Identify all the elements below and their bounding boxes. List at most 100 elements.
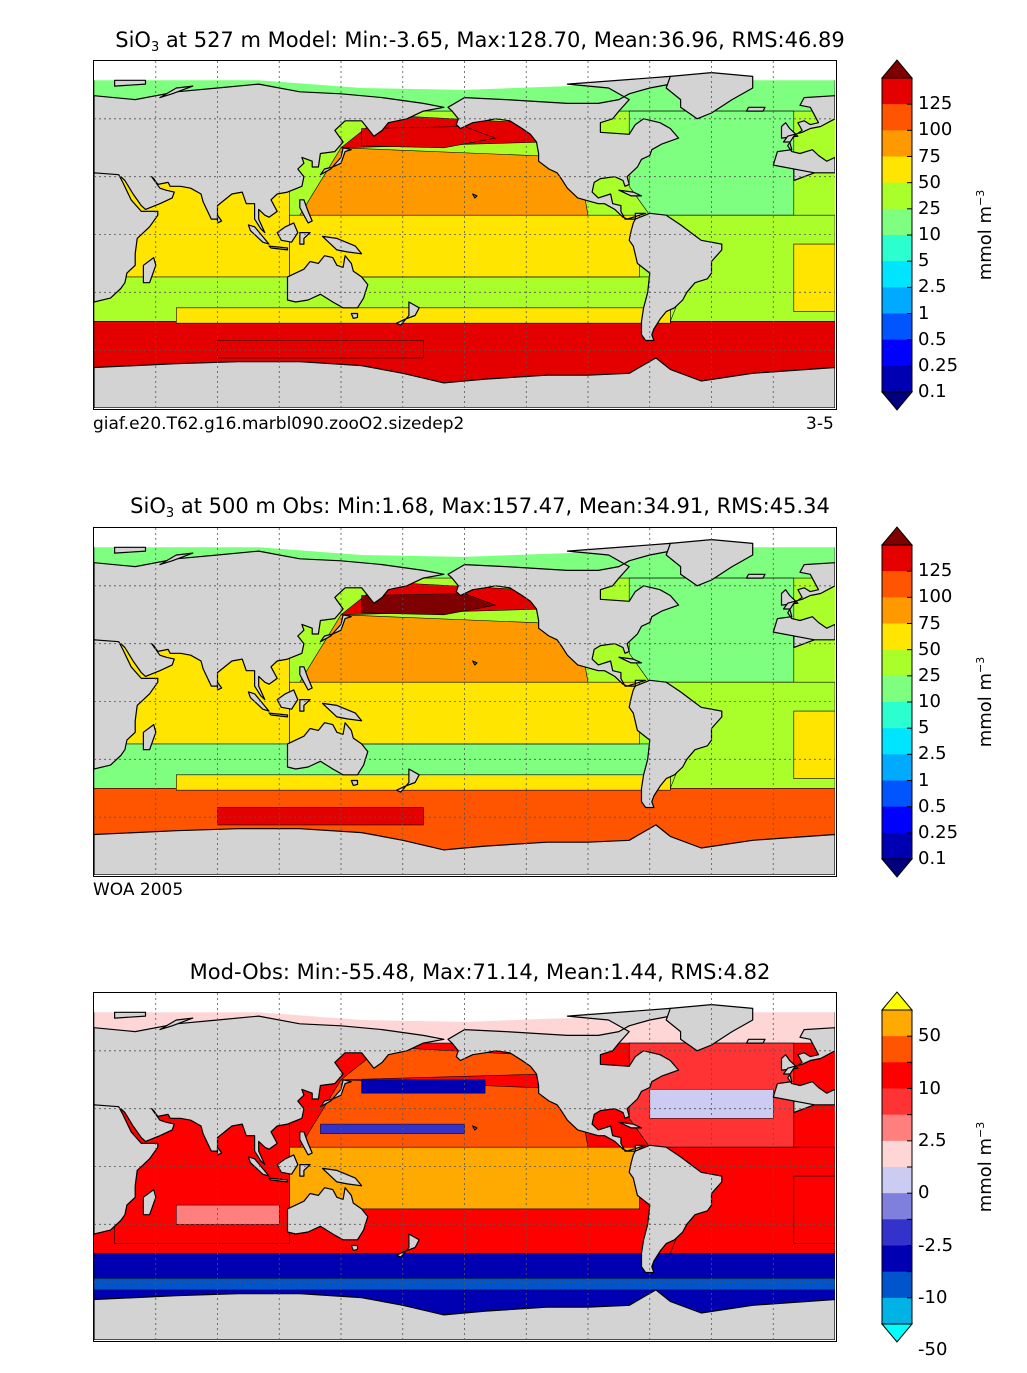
colorbar-segment [882,1114,912,1142]
land-tasmania [350,1244,359,1251]
land-svalbard [114,1011,147,1019]
land-madagascar [142,257,157,284]
land-philippines [299,1131,313,1156]
colorbar-segment [882,1062,912,1089]
colorbar-tick-label: 0.25 [918,821,959,843]
colorbar-segment [882,1088,912,1116]
colorbar-tick-label: 0.1 [918,381,947,402]
sea-ice-mask [94,61,835,90]
colorbar-segment [882,649,912,677]
land-madagascar [142,1189,157,1216]
colorbar-tick-label: 10 [918,691,941,712]
ocean-region [176,774,671,791]
model-panel: SiO3 at 527 m Model: Min:-3.65, Max:128.… [0,0,1027,440]
ocean-region [176,1204,280,1225]
colorbar-tick-label: 2.5 [918,276,947,298]
land-sumatra [247,691,270,712]
ocean-maximum-region [361,593,497,616]
colorbar-unit-label: mmol m−3 [974,1121,996,1213]
colorbar-segment [882,1219,912,1246]
colorbar-segment [882,1036,912,1063]
ocean-region [793,1175,835,1244]
land-africa [94,639,159,770]
colorbar-extend-max [880,991,914,1011]
land-hawaii [472,1125,478,1131]
land-japan [319,1079,352,1108]
land-japan [319,614,352,643]
grid-lines [94,993,835,1340]
land-tasmania [350,779,359,786]
colorbar-segment [882,1010,912,1037]
colorbar-tick-label: 10 [918,224,941,245]
land-srilanka [216,1146,223,1156]
colorbar [880,526,914,878]
colorbar-segment [882,545,912,572]
land-nz [396,768,420,793]
colorbar-segment [882,1193,912,1220]
colorbar-tick-label: 100 [918,586,953,608]
colorbar-tick-label: -2.5 [918,1234,954,1256]
land-sulawesi [299,699,311,712]
land-borneo [276,1154,299,1175]
land-iceland [745,1038,766,1044]
land-namerica [447,75,680,220]
map-plot [93,527,837,877]
ocean-region [793,710,835,779]
colorbar-tick-label: 75 [918,612,941,634]
land-africa [94,1104,159,1235]
grid-lines [94,528,835,875]
panel-title: SiO3 at 527 m Model: Min:-3.65, Max:128.… [115,28,845,55]
colorbar-segment [882,287,912,314]
ocean-maximum-region [361,126,497,149]
source-caption: WOA 2005 [93,880,184,900]
colorbar-tick-label: 50 [918,1025,941,1047]
land-nz [396,301,420,326]
ocean-negative-region [320,1123,465,1134]
colorbar-tick-label: 125 [918,560,953,582]
land-svalbard [114,546,147,554]
colorbar-segment [882,675,912,703]
colorbar-segment [882,1297,912,1325]
colorbar-segment [882,597,912,624]
land-eurasia [94,1015,445,1166]
colorbar-tick-label: 100 [918,119,953,141]
colorbar-segment [882,339,912,367]
colorbar-tick-label: -10 [918,1286,948,1308]
ocean-region [176,307,671,324]
land-novaya [159,85,194,99]
colorbar-segment [882,1140,912,1168]
colorbar-tick-label: -50 [918,1339,948,1361]
land-novaya [159,552,194,566]
colorbar-tick-label: 0.1 [918,848,947,869]
colorbar-segment [882,104,912,131]
ocean-region [793,243,835,312]
colorbar-segment [882,261,912,288]
land-europe [772,562,835,641]
land-srilanka [216,214,223,224]
land-sumatra [247,224,270,245]
colorbar-extend-min [880,391,914,411]
colorbar-segment [882,313,912,341]
colorbar-tick-label: 2.5 [918,1129,947,1151]
colorbar-segment [882,130,912,157]
colorbar-segment [882,571,912,598]
land-ng [321,1167,363,1187]
colorbar-segment [882,754,912,781]
land-samerica [628,1144,723,1274]
land-europe [772,1027,835,1106]
colorbar-segment [882,156,912,184]
colorbar-tick-label: 50 [918,638,941,660]
land-hawaii [472,193,478,199]
colorbar-segment [882,235,912,262]
land-iceland [745,106,766,112]
land-sumatra [247,1156,270,1177]
colorbar-segment [882,1167,912,1194]
colorbar-segment [882,702,912,729]
land-namerica [447,542,680,687]
colorbar-segment [882,182,912,210]
colorbar-tick-label: 0.5 [918,328,947,350]
land-hawaii [472,660,478,666]
land-greenland [665,1004,754,1052]
land-iceland [745,573,766,579]
